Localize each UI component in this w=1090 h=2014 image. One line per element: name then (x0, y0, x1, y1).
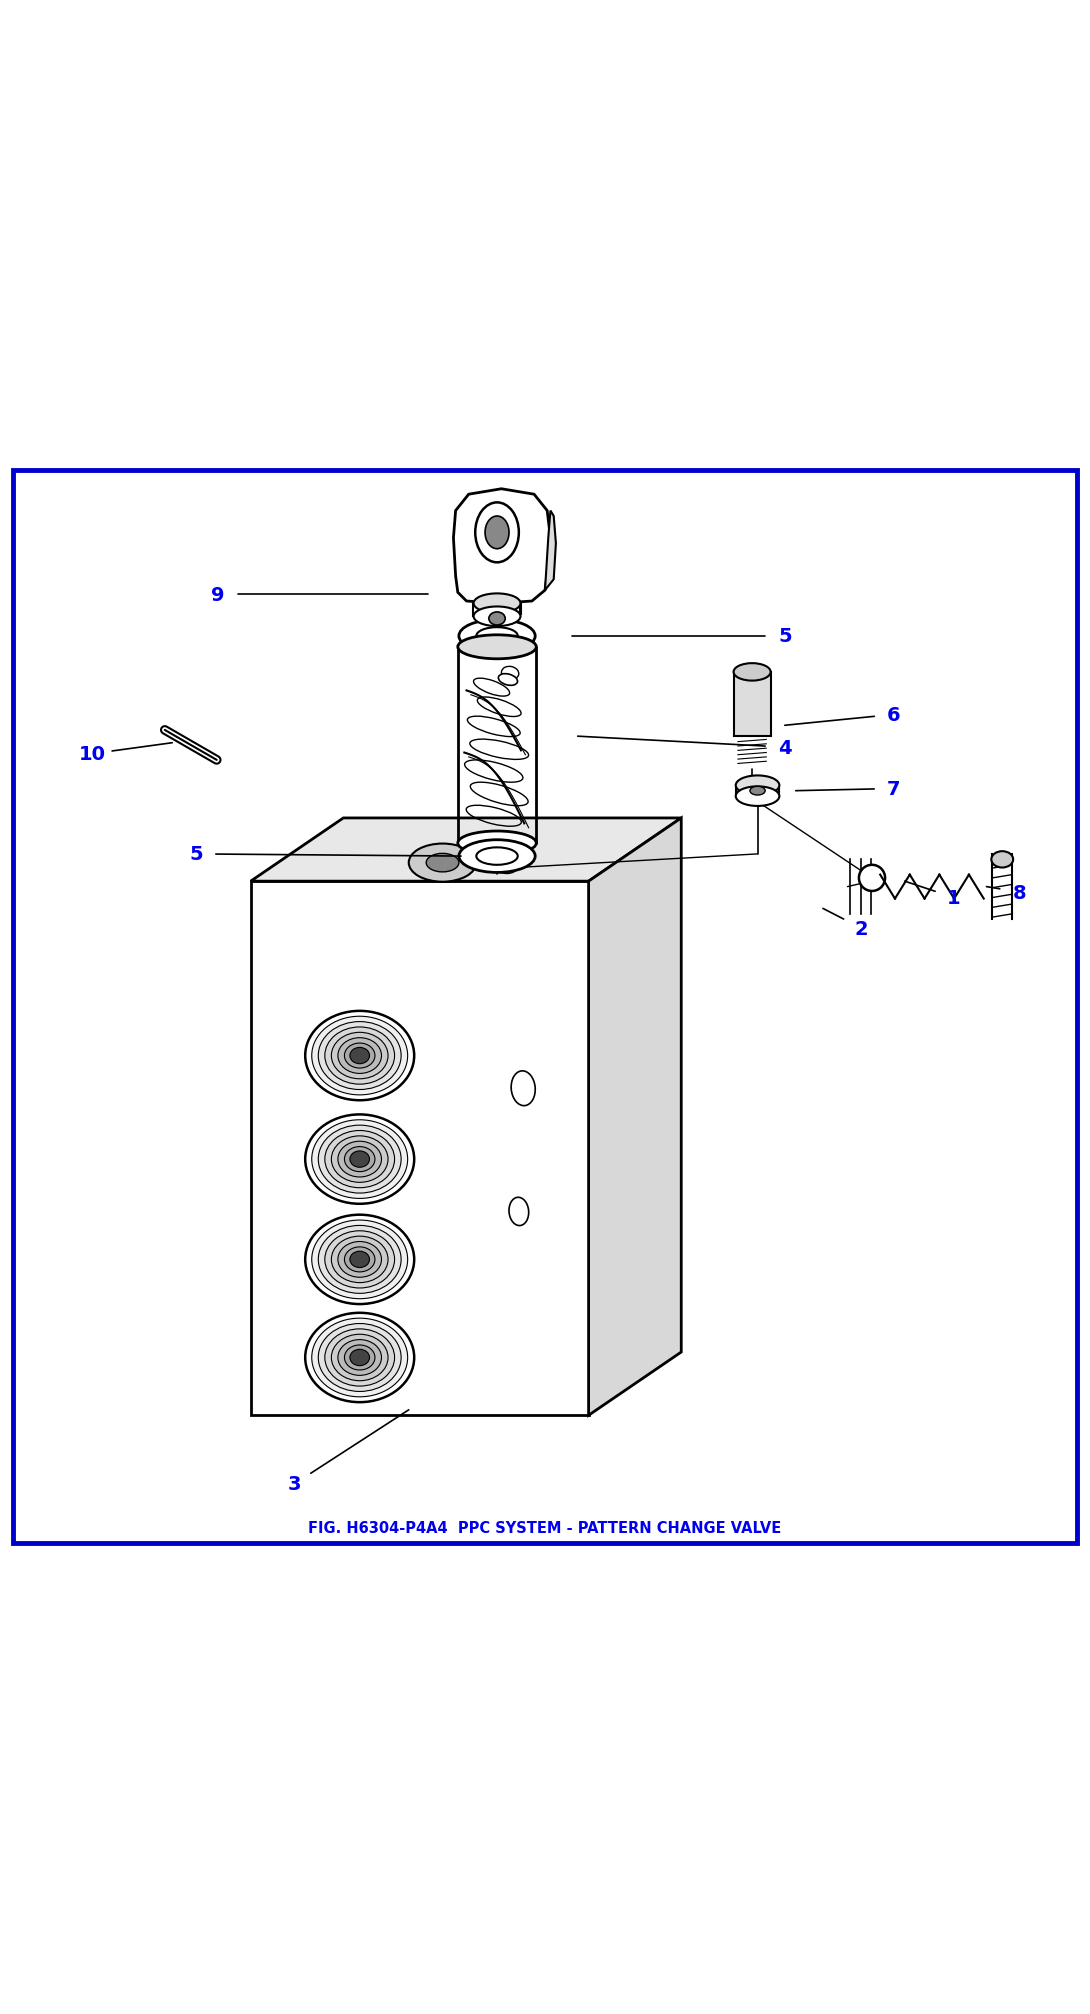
Ellipse shape (305, 1011, 414, 1102)
Text: 8: 8 (1013, 882, 1026, 902)
Ellipse shape (350, 1251, 370, 1269)
Ellipse shape (331, 1237, 388, 1283)
Ellipse shape (325, 1231, 395, 1289)
Polygon shape (251, 882, 589, 1416)
Ellipse shape (459, 840, 535, 872)
Ellipse shape (459, 620, 535, 653)
Bar (473, 604, 520, 616)
Ellipse shape (409, 844, 476, 882)
Polygon shape (453, 489, 550, 604)
Ellipse shape (350, 1152, 370, 1168)
Ellipse shape (350, 1349, 370, 1365)
Ellipse shape (497, 864, 517, 874)
Ellipse shape (325, 1329, 395, 1386)
Text: 4: 4 (778, 739, 791, 757)
Ellipse shape (318, 1021, 401, 1090)
Ellipse shape (476, 628, 518, 644)
Ellipse shape (312, 1120, 408, 1198)
Polygon shape (251, 818, 681, 882)
Ellipse shape (509, 1198, 529, 1227)
Text: 1: 1 (947, 888, 960, 908)
Text: 3: 3 (288, 1474, 301, 1494)
Ellipse shape (859, 866, 885, 892)
Ellipse shape (331, 1335, 388, 1382)
Ellipse shape (734, 665, 771, 681)
Text: FIG. H6304-P4A4  PPC SYSTEM - PATTERN CHANGE VALVE: FIG. H6304-P4A4 PPC SYSTEM - PATTERN CHA… (308, 1521, 782, 1535)
Ellipse shape (458, 636, 536, 659)
Ellipse shape (474, 594, 521, 614)
Ellipse shape (305, 1313, 414, 1402)
Ellipse shape (338, 1243, 381, 1277)
Ellipse shape (305, 1214, 414, 1305)
Ellipse shape (312, 1220, 408, 1299)
Ellipse shape (312, 1319, 408, 1398)
Ellipse shape (736, 787, 779, 806)
Ellipse shape (511, 1071, 535, 1106)
Text: 2: 2 (855, 918, 868, 939)
Ellipse shape (736, 775, 779, 796)
Ellipse shape (344, 1247, 375, 1273)
Ellipse shape (475, 504, 519, 564)
Bar (736, 785, 779, 798)
Polygon shape (589, 818, 681, 1416)
Ellipse shape (476, 848, 518, 866)
Text: 7: 7 (887, 779, 900, 800)
Ellipse shape (325, 1132, 395, 1188)
Ellipse shape (318, 1323, 401, 1392)
Polygon shape (545, 512, 556, 590)
Ellipse shape (992, 852, 1014, 868)
Ellipse shape (488, 612, 506, 626)
Ellipse shape (485, 518, 509, 550)
Ellipse shape (325, 1027, 395, 1086)
Ellipse shape (305, 1116, 414, 1204)
Polygon shape (474, 604, 521, 614)
Text: 6: 6 (887, 705, 900, 725)
Ellipse shape (350, 1047, 370, 1063)
Ellipse shape (344, 1043, 375, 1069)
Polygon shape (734, 673, 771, 737)
Ellipse shape (501, 667, 519, 681)
Ellipse shape (458, 832, 536, 856)
Ellipse shape (426, 854, 459, 872)
Ellipse shape (318, 1126, 401, 1194)
Ellipse shape (331, 1033, 388, 1080)
Ellipse shape (474, 606, 521, 626)
Ellipse shape (344, 1345, 375, 1370)
Text: 10: 10 (80, 745, 106, 763)
Ellipse shape (338, 1339, 381, 1376)
Ellipse shape (344, 1148, 375, 1172)
Text: 9: 9 (211, 586, 225, 604)
Ellipse shape (331, 1136, 388, 1182)
Ellipse shape (338, 1037, 381, 1073)
Ellipse shape (498, 675, 518, 687)
Text: 5: 5 (778, 626, 791, 646)
Text: 5: 5 (190, 846, 203, 864)
Ellipse shape (750, 787, 765, 796)
Ellipse shape (318, 1227, 401, 1293)
Ellipse shape (312, 1017, 408, 1096)
Ellipse shape (338, 1142, 381, 1178)
